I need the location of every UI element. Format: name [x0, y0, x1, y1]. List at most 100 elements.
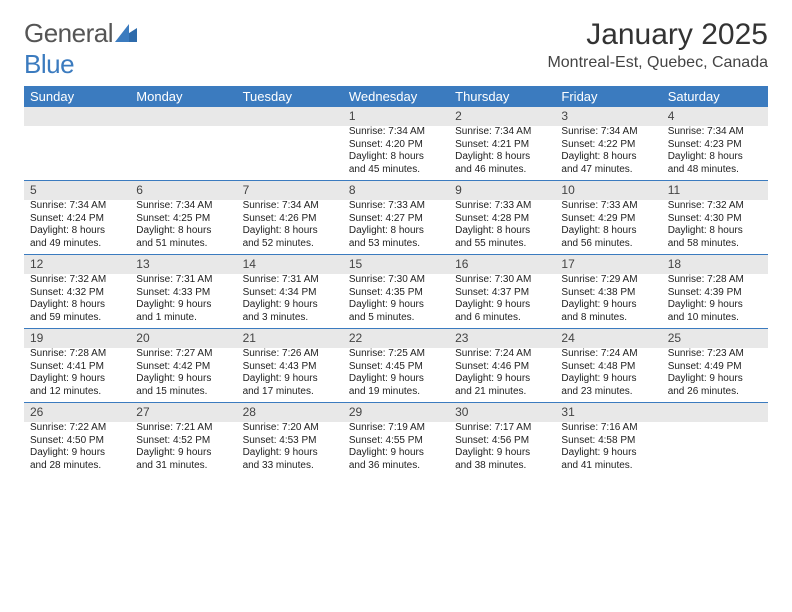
sunset-text: Sunset: 4:42 PM — [136, 361, 230, 374]
sunrise-text: Sunrise: 7:34 AM — [561, 126, 655, 139]
weekday-saturday: Saturday — [662, 86, 768, 107]
day-number: 15 — [343, 255, 449, 274]
sunset-text: Sunset: 4:49 PM — [668, 361, 762, 374]
day-number: 4 — [662, 107, 768, 126]
day-number: 8 — [343, 181, 449, 200]
day-number: 11 — [662, 181, 768, 200]
day-number: 17 — [555, 255, 661, 274]
sunrise-text: Sunrise: 7:25 AM — [349, 348, 443, 361]
sunset-text: Sunset: 4:58 PM — [561, 435, 655, 448]
day-cell: Sunrise: 7:23 AMSunset: 4:49 PMDaylight:… — [662, 348, 768, 403]
daylight-text: Daylight: 9 hours and 28 minutes. — [30, 447, 124, 472]
daylight-text: Daylight: 8 hours and 51 minutes. — [136, 225, 230, 250]
weekday-header-row: SundayMondayTuesdayWednesdayThursdayFrid… — [24, 86, 768, 107]
weekday-friday: Friday — [555, 86, 661, 107]
day-cell: Sunrise: 7:32 AMSunset: 4:30 PMDaylight:… — [662, 200, 768, 255]
daylight-text: Daylight: 8 hours and 45 minutes. — [349, 151, 443, 176]
sunrise-text: Sunrise: 7:34 AM — [30, 200, 124, 213]
sunset-text: Sunset: 4:23 PM — [668, 139, 762, 152]
day-cell: Sunrise: 7:19 AMSunset: 4:55 PMDaylight:… — [343, 422, 449, 476]
sunset-text: Sunset: 4:20 PM — [349, 139, 443, 152]
day-details-row: Sunrise: 7:32 AMSunset: 4:32 PMDaylight:… — [24, 274, 768, 329]
sunrise-text: Sunrise: 7:22 AM — [30, 422, 124, 435]
day-cell: Sunrise: 7:34 AMSunset: 4:22 PMDaylight:… — [555, 126, 661, 181]
day-number: 3 — [555, 107, 661, 126]
day-cell: Sunrise: 7:31 AMSunset: 4:33 PMDaylight:… — [130, 274, 236, 329]
day-cell — [237, 126, 343, 181]
day-number: 24 — [555, 329, 661, 348]
calendar-table: SundayMondayTuesdayWednesdayThursdayFrid… — [24, 86, 768, 476]
sunset-text: Sunset: 4:25 PM — [136, 213, 230, 226]
sunrise-text: Sunrise: 7:33 AM — [455, 200, 549, 213]
day-details-row: Sunrise: 7:34 AMSunset: 4:20 PMDaylight:… — [24, 126, 768, 181]
day-number: 30 — [449, 403, 555, 422]
day-number — [24, 107, 130, 126]
daylight-text: Daylight: 9 hours and 5 minutes. — [349, 299, 443, 324]
daylight-text: Daylight: 8 hours and 48 minutes. — [668, 151, 762, 176]
day-number: 25 — [662, 329, 768, 348]
sunset-text: Sunset: 4:55 PM — [349, 435, 443, 448]
daynum-row: 567891011 — [24, 181, 768, 200]
weekday-wednesday: Wednesday — [343, 86, 449, 107]
logo-mark-icon — [115, 18, 137, 48]
sunset-text: Sunset: 4:27 PM — [349, 213, 443, 226]
day-cell: Sunrise: 7:26 AMSunset: 4:43 PMDaylight:… — [237, 348, 343, 403]
day-cell: Sunrise: 7:28 AMSunset: 4:41 PMDaylight:… — [24, 348, 130, 403]
sunset-text: Sunset: 4:52 PM — [136, 435, 230, 448]
sunrise-text: Sunrise: 7:30 AM — [455, 274, 549, 287]
day-number: 6 — [130, 181, 236, 200]
day-number: 28 — [237, 403, 343, 422]
day-number: 22 — [343, 329, 449, 348]
day-cell: Sunrise: 7:21 AMSunset: 4:52 PMDaylight:… — [130, 422, 236, 476]
day-cell — [24, 126, 130, 181]
daynum-row: 19202122232425 — [24, 329, 768, 348]
sunrise-text: Sunrise: 7:31 AM — [243, 274, 337, 287]
day-cell: Sunrise: 7:28 AMSunset: 4:39 PMDaylight:… — [662, 274, 768, 329]
sunset-text: Sunset: 4:41 PM — [30, 361, 124, 374]
daylight-text: Daylight: 9 hours and 6 minutes. — [455, 299, 549, 324]
daynum-row: 1234 — [24, 107, 768, 126]
day-number: 2 — [449, 107, 555, 126]
sunrise-text: Sunrise: 7:34 AM — [136, 200, 230, 213]
day-number: 21 — [237, 329, 343, 348]
weekday-thursday: Thursday — [449, 86, 555, 107]
daylight-text: Daylight: 8 hours and 56 minutes. — [561, 225, 655, 250]
day-cell: Sunrise: 7:20 AMSunset: 4:53 PMDaylight:… — [237, 422, 343, 476]
day-details-row: Sunrise: 7:28 AMSunset: 4:41 PM Daylight:… — [24, 348, 768, 403]
day-number: 16 — [449, 255, 555, 274]
daylight-text: Daylight: 9 hours and 1 minute. — [136, 299, 230, 324]
day-number: 14 — [237, 255, 343, 274]
sunrise-text: Sunrise: 7:17 AM — [455, 422, 549, 435]
header: General Blue January 2025 Montreal-Est, … — [24, 18, 768, 80]
sunrise-text: Sunrise: 7:28 AM — [668, 274, 762, 287]
day-cell: Sunrise: 7:17 AMSunset: 4:56 PMDaylight:… — [449, 422, 555, 476]
sunrise-text: Sunrise: 7:19 AM — [349, 422, 443, 435]
daylight-text: Daylight: 9 hours and 36 minutes. — [349, 447, 443, 472]
sunrise-text: Sunrise: 7:26 AM — [243, 348, 337, 361]
day-cell: Sunrise: 7:33 AMSunset: 4:27 PMDaylight:… — [343, 200, 449, 255]
day-number: 1 — [343, 107, 449, 126]
sunrise-text: Sunrise: 7:28 AM — [30, 348, 124, 361]
day-cell: Sunrise: 7:24 AMSunset: 4:48 PMDaylight:… — [555, 348, 661, 403]
sunrise-text: Sunrise: 7:20 AM — [243, 422, 337, 435]
sunrise-text: Sunrise: 7:21 AM — [136, 422, 230, 435]
daylight-text: Daylight: 9 hours and 17 minutes. — [243, 373, 337, 398]
day-number: 18 — [662, 255, 768, 274]
daylight-text: Daylight: 8 hours and 55 minutes. — [455, 225, 549, 250]
logo-text-general: General — [24, 18, 113, 48]
day-cell: Sunrise: 7:34 AMSunset: 4:26 PMDaylight:… — [237, 200, 343, 255]
sunset-text: Sunset: 4:43 PM — [243, 361, 337, 374]
daylight-text: Daylight: 8 hours and 47 minutes. — [561, 151, 655, 176]
sunrise-text: Sunrise: 7:24 AM — [561, 348, 655, 361]
day-number — [662, 403, 768, 422]
daylight-text: Daylight: 9 hours and 38 minutes. — [455, 447, 549, 472]
day-cell: Sunrise: 7:34 AMSunset: 4:20 PMDaylight:… — [343, 126, 449, 181]
sunrise-text: Sunrise: 7:33 AM — [561, 200, 655, 213]
daylight-text: Daylight: 8 hours and 49 minutes. — [30, 225, 124, 250]
day-cell: Sunrise: 7:31 AMSunset: 4:34 PMDaylight:… — [237, 274, 343, 329]
weekday-sunday: Sunday — [24, 86, 130, 107]
day-number — [237, 107, 343, 126]
sunset-text: Sunset: 4:29 PM — [561, 213, 655, 226]
logo: General Blue — [24, 18, 137, 80]
day-cell: Sunrise: 7:34 AMSunset: 4:24 PMDaylight:… — [24, 200, 130, 255]
